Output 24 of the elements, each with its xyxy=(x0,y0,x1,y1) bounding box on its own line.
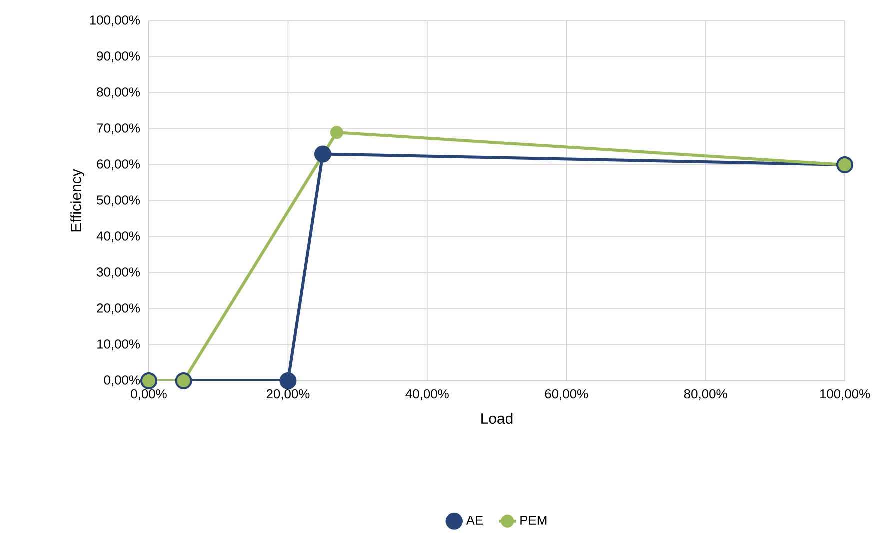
y-tick-label: 50,00% xyxy=(97,196,140,206)
y-tick-label: 20,00% xyxy=(97,304,140,314)
x-tick-label: 20,00% xyxy=(266,390,310,400)
point xyxy=(280,372,297,390)
y-tick-label: 60,00% xyxy=(97,160,140,170)
x-tick-label: 0,00% xyxy=(131,390,167,400)
point xyxy=(330,126,344,140)
legend-label: PEM xyxy=(520,516,547,525)
legend-label: AE xyxy=(466,516,484,525)
y-tick-label: 10,00% xyxy=(98,340,140,350)
y-tick-label: 0,00% xyxy=(104,376,140,386)
y-tick-label: 30,00% xyxy=(97,268,140,278)
x-tick-label: 60,00% xyxy=(545,390,588,400)
x-axis-title: Load xyxy=(482,413,513,424)
x-tick-label: 100,00% xyxy=(820,390,870,400)
y-tick-label: 90,00% xyxy=(97,52,140,62)
y-tick-label: 40,00% xyxy=(96,232,140,242)
x-tick-label: 80,00% xyxy=(684,390,728,400)
y-tick-label: 70,00% xyxy=(97,124,140,134)
point xyxy=(314,146,332,163)
y-tick-label: 80,00% xyxy=(97,88,140,98)
y-tick-label: 100,00% xyxy=(90,16,140,26)
x-tick-label: 40,00% xyxy=(406,390,449,400)
y-axis-title: Efficiency xyxy=(70,169,85,232)
